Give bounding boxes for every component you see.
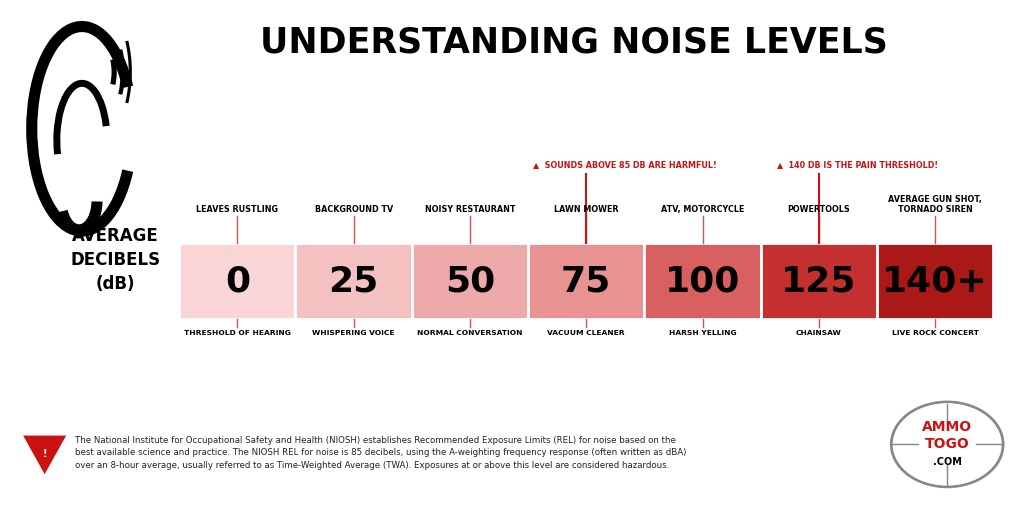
Bar [412, 243, 528, 319]
Text: AVERAGE GUN SHOT,
TORNADO SIREN: AVERAGE GUN SHOT, TORNADO SIREN [888, 194, 982, 214]
Text: LEAVES RUSTLING: LEAVES RUSTLING [197, 205, 279, 214]
Text: POWERTOOLS: POWERTOOLS [787, 205, 850, 214]
Text: ▲  140 DB IS THE PAIN THRESHOLD!: ▲ 140 DB IS THE PAIN THRESHOLD! [776, 160, 938, 169]
Text: NOISY RESTAURANT: NOISY RESTAURANT [425, 205, 515, 214]
Bar [179, 243, 296, 319]
Text: UNDERSTANDING NOISE LEVELS: UNDERSTANDING NOISE LEVELS [259, 25, 888, 59]
Text: ▲  SOUNDS ABOVE 85 DB ARE HARMFUL!: ▲ SOUNDS ABOVE 85 DB ARE HARMFUL! [532, 160, 717, 169]
Text: WHISPERING VOICE: WHISPERING VOICE [312, 330, 395, 336]
Text: 0: 0 [225, 264, 250, 298]
Text: !: ! [42, 449, 47, 460]
Text: 125: 125 [781, 264, 856, 298]
Text: The National Institute for Occupational Safety and Health (NIOSH) establishes Re: The National Institute for Occupational … [75, 436, 686, 470]
Text: LAWN MOWER: LAWN MOWER [554, 205, 618, 214]
Text: .COM: .COM [933, 457, 962, 467]
Text: LIVE ROCK CONCERT: LIVE ROCK CONCERT [892, 330, 979, 336]
Bar [761, 243, 877, 319]
Text: NORMAL CONVERSATION: NORMAL CONVERSATION [417, 330, 522, 336]
Text: HARSH YELLING: HARSH YELLING [669, 330, 736, 336]
Text: 140+: 140+ [883, 264, 988, 298]
Text: 25: 25 [329, 264, 379, 298]
Polygon shape [24, 435, 67, 474]
Text: 75: 75 [561, 264, 611, 298]
Bar [877, 243, 993, 319]
Text: AMMO: AMMO [923, 420, 972, 434]
Text: VACUUM CLEANER: VACUUM CLEANER [548, 330, 625, 336]
Bar [644, 243, 761, 319]
Circle shape [894, 404, 1000, 485]
Text: 50: 50 [444, 264, 495, 298]
Bar [528, 243, 644, 319]
Text: 100: 100 [665, 264, 740, 298]
Text: TOGO: TOGO [925, 437, 970, 451]
Text: CHAINSAW: CHAINSAW [796, 330, 842, 336]
Text: ATV, MOTORCYCLE: ATV, MOTORCYCLE [660, 205, 744, 214]
Bar [296, 243, 412, 319]
Text: THRESHOLD OF HEARING: THRESHOLD OF HEARING [184, 330, 291, 336]
Text: AVERAGE
DECIBELS
(dB): AVERAGE DECIBELS (dB) [70, 227, 160, 293]
Text: BACKGROUND TV: BACKGROUND TV [314, 205, 393, 214]
